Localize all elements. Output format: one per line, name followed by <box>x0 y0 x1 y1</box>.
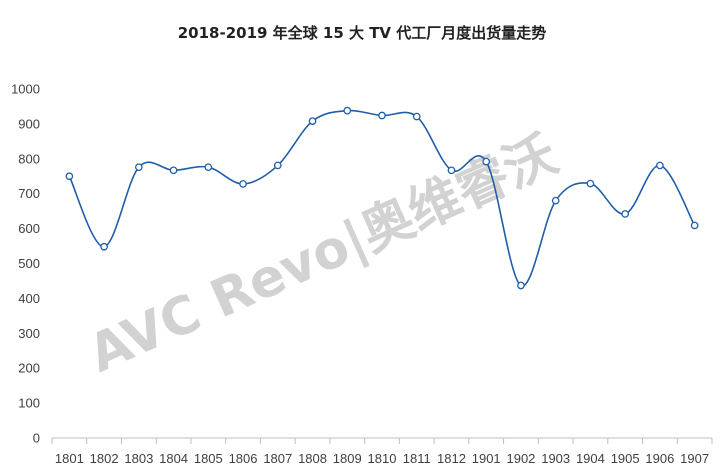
data-point <box>273 161 282 170</box>
data-point <box>586 179 595 188</box>
x-tick-label: 1903 <box>541 451 570 466</box>
x-tick-label: 1802 <box>90 451 119 466</box>
y-tick-label: 100 <box>18 396 40 411</box>
data-point <box>65 172 74 181</box>
x-tick-label: 1906 <box>645 451 674 466</box>
y-tick-label: 200 <box>18 361 40 376</box>
data-point <box>343 106 352 115</box>
y-tick-label: 300 <box>18 326 40 341</box>
data-point <box>447 166 456 175</box>
data-point <box>134 163 143 172</box>
x-tick-label: 1801 <box>55 451 84 466</box>
chart-title: 2018-2019 年全球 15 大 TV 代工厂月度出货量走势 <box>178 24 547 42</box>
x-tick-label: 1902 <box>506 451 535 466</box>
x-tick-label: 1806 <box>229 451 258 466</box>
x-axis: 1801 1802 1803 1804 1805 1806 1807 1808 1809 1810… <box>51 437 713 466</box>
y-tick-label: 400 <box>18 291 40 306</box>
x-tick-label: 1808 <box>298 451 327 466</box>
data-point <box>690 221 699 230</box>
data-point <box>656 161 664 170</box>
data-point <box>412 112 421 121</box>
data-point <box>621 210 630 218</box>
y-tick-label: 600 <box>18 221 40 236</box>
y-tick-label: 800 <box>18 151 40 166</box>
data-point <box>517 281 525 290</box>
y-tick-label: 1000 <box>11 82 40 97</box>
x-tick-label: 1905 <box>611 451 640 466</box>
y-tick-label: 700 <box>18 186 40 201</box>
data-point <box>378 111 386 120</box>
data-point <box>239 180 247 188</box>
y-tick-label: 0 <box>33 431 40 446</box>
x-tick-label: 1809 <box>333 451 362 466</box>
x-tick-label: 1901 <box>472 451 501 466</box>
data-point <box>482 157 491 166</box>
x-tick-label: 1803 <box>124 451 153 466</box>
data-point <box>100 242 108 251</box>
x-tick-label: 1907 <box>680 451 709 466</box>
series-markers <box>65 106 699 290</box>
x-tick-label: 1805 <box>194 451 223 466</box>
y-axis: 0 100 200 300 400 500 600 700 800 900 1000 <box>11 82 40 446</box>
y-tick-label: 500 <box>18 256 40 271</box>
y-tick-label: 900 <box>18 116 40 131</box>
x-tick-label: 1804 <box>159 451 188 466</box>
x-tick-label: 1812 <box>437 451 466 466</box>
x-tick-label: 1810 <box>368 451 397 466</box>
x-tick-label: 1811 <box>403 451 431 466</box>
data-point <box>204 163 213 172</box>
x-tick-label: 1807 <box>263 451 292 466</box>
data-point <box>308 117 317 125</box>
data-point <box>169 166 178 175</box>
data-point <box>551 196 560 205</box>
x-tick-label: 1904 <box>576 451 605 466</box>
